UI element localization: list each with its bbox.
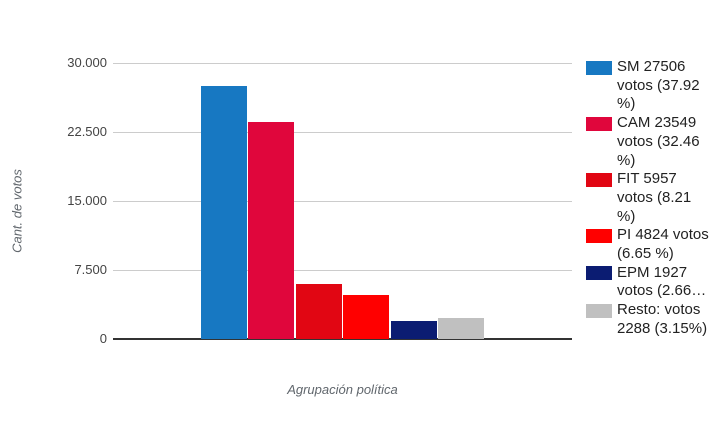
x-axis-baseline	[113, 338, 572, 340]
legend-label-line: CAM 23549	[617, 114, 697, 132]
y-tick-label: 30.000	[67, 55, 107, 70]
legend-label-line: votos (37.92	[617, 76, 700, 94]
legend-label-line: PI 4824 votos	[617, 226, 709, 244]
bar-epm[interactable]	[390, 321, 437, 339]
legend-label-line: %)	[617, 151, 636, 169]
legend-entry-resto: Resto: votos 2288 (3.15%)	[586, 301, 721, 338]
y-axis-title: Cant. de votos	[9, 169, 25, 253]
legend-label-line: votos (32.46	[617, 132, 700, 150]
gridline	[113, 200, 572, 202]
legend-label-line: (6.65 %)	[617, 245, 674, 263]
legend-label-line: 2288 (3.15%)	[617, 319, 708, 337]
legend-swatch-sm	[586, 60, 612, 75]
legend-entry-fit: FIT 5957 votos (8.21%)	[586, 170, 721, 226]
legend-label-line: votos (2.66…	[617, 282, 707, 300]
legend-entry-cam: CAM 23549 votos (32.46%)	[586, 114, 721, 170]
y-tick-label: 0	[99, 331, 107, 346]
legend-swatch-pi	[586, 228, 612, 243]
y-tick-label: 7.500	[74, 262, 107, 277]
legend-label-line: FIT 5957	[617, 170, 677, 188]
legend-label-line: EPM 1927	[617, 263, 688, 281]
legend-swatch-cam	[586, 116, 612, 131]
legend-swatch-fit	[586, 172, 612, 187]
legend-swatch-epm	[586, 266, 612, 281]
bar-cam[interactable]	[248, 122, 295, 339]
bar-sm[interactable]	[201, 85, 247, 339]
x-axis-title: Agrupación política	[287, 382, 398, 397]
bar-pi[interactable]	[343, 294, 390, 339]
y-tick-label: 22.500	[67, 124, 107, 139]
legend-label-line: Resto: votos	[617, 301, 701, 319]
legend-swatch-resto	[586, 303, 612, 318]
legend-entry-epm: EPM 1927 votos (2.66…	[586, 264, 721, 301]
y-tick-label: 15.000	[67, 193, 107, 208]
legend-label-line: %)	[617, 95, 636, 113]
gridline	[113, 269, 572, 271]
legend-entry-sm: SM 27506 votos (37.92%)	[586, 58, 721, 114]
legend-label-line: votos (8.21	[617, 188, 692, 206]
legend-label-line: SM 27506	[617, 58, 686, 75]
legend-label-line: %)	[617, 207, 636, 225]
gridline	[113, 62, 572, 64]
gridline	[113, 131, 572, 133]
legend: SM 27506 votos (37.92%) CAM 23549 votos (32…	[586, 58, 721, 339]
bar-fit[interactable]	[295, 284, 342, 339]
bar-resto[interactable]	[438, 317, 484, 339]
legend-entry-pi: PI 4824 votos (6.65 %)	[586, 226, 721, 263]
